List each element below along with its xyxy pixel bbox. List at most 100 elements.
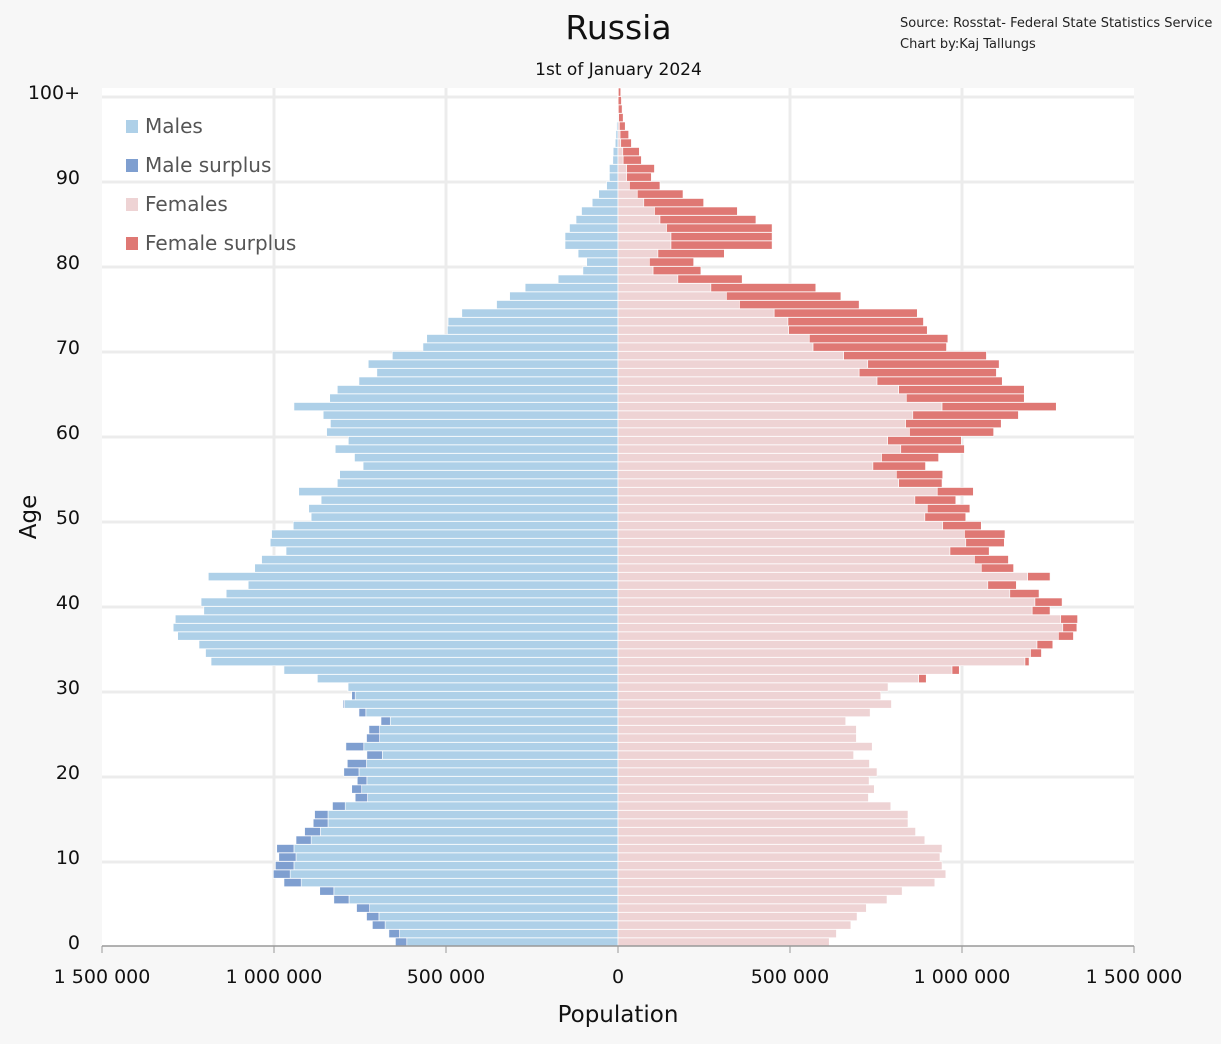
female-bar (617, 155, 624, 165)
male-bar (358, 376, 619, 386)
male-bar (198, 640, 619, 649)
male-bar (308, 504, 619, 513)
male-bar (524, 283, 619, 292)
female-bar (617, 181, 630, 190)
female-bar (617, 529, 965, 539)
female-bar (617, 342, 814, 352)
female-bar (617, 580, 989, 590)
female-bar (617, 750, 854, 760)
female-bar (617, 861, 943, 870)
male-surplus-bar (346, 759, 367, 768)
male-bar (336, 385, 619, 394)
male-surplus-bar (366, 912, 380, 921)
male-surplus-bar (395, 937, 408, 947)
male-bar (177, 631, 619, 641)
female-bar (617, 691, 882, 700)
male-bar (577, 249, 619, 258)
male-bar (363, 742, 619, 751)
legend-label: Males (145, 114, 203, 138)
male-bar (426, 334, 619, 343)
female-bar (617, 657, 1026, 666)
axes: 1 500 000 1 000 000 500 000 0 500 000 1 000 0… (28, 82, 1183, 988)
male-surplus-bar (368, 725, 380, 734)
male-surplus-bar (276, 844, 295, 853)
male-bar (174, 614, 619, 624)
legend-label: Male surplus (145, 153, 271, 177)
female-bar (617, 827, 916, 836)
female-surplus-bar (905, 419, 1002, 428)
female-bar (617, 223, 667, 233)
female-bar (617, 504, 928, 513)
female-bar (617, 716, 847, 726)
female-surplus-bar (926, 504, 971, 513)
male-bar (210, 657, 619, 666)
male-bar (293, 844, 619, 853)
female-bar (617, 538, 967, 547)
legend-swatch (126, 237, 138, 250)
female-surplus-bar (951, 665, 960, 675)
male-bar (203, 606, 619, 615)
chart-title: Russia (565, 8, 672, 47)
female-surplus-bar (636, 189, 684, 199)
male-bar (269, 538, 619, 547)
male-bar (606, 181, 619, 190)
female-bar (617, 674, 919, 683)
female-surplus-bar (649, 257, 694, 267)
male-bar (384, 920, 619, 930)
female-bar (617, 300, 740, 309)
female-bar (617, 835, 926, 845)
female-surplus-bar (629, 181, 661, 190)
male-bar (382, 750, 619, 760)
male-bar (609, 164, 619, 173)
bars (172, 87, 1078, 947)
x-tick-label: 1 000 000 (914, 966, 1011, 988)
female-surplus-bar (1027, 572, 1051, 581)
female-bar (617, 631, 1059, 641)
female-surplus-bar (898, 478, 943, 488)
female-bar (617, 895, 888, 904)
female-bar (617, 801, 892, 811)
female-surplus-bar (867, 359, 1000, 369)
male-bar (330, 419, 619, 428)
female-surplus-bar (912, 410, 1019, 420)
female-surplus-bar (618, 104, 623, 114)
male-surplus-bar (380, 716, 391, 726)
female-bar (617, 878, 936, 887)
male-bar (329, 393, 619, 403)
male-surplus-bar (319, 886, 335, 896)
female-bar (617, 614, 1062, 624)
female-bar (617, 742, 873, 751)
female-surplus-bar (872, 461, 926, 471)
female-bar (617, 393, 907, 403)
female-bar (617, 869, 947, 879)
female-surplus-bar (618, 87, 622, 97)
female-surplus-bar (949, 546, 990, 556)
female-bar (617, 419, 906, 428)
female-bar (617, 920, 852, 930)
female-bar (617, 130, 621, 139)
male-bar (333, 886, 619, 896)
male-bar (254, 563, 619, 573)
female-surplus-bar (965, 538, 1005, 547)
female-bar (617, 249, 659, 258)
male-bar (348, 436, 619, 445)
male-bar (564, 240, 619, 250)
female-bar (617, 351, 844, 360)
female-bar (617, 776, 870, 785)
y-tick-label: 80 (56, 252, 80, 274)
y-tick-label: 40 (56, 592, 80, 614)
male-bar (327, 810, 619, 819)
female-surplus-bar (1034, 597, 1063, 607)
female-bar (617, 444, 902, 454)
male-surplus-bar (366, 733, 380, 743)
male-bar (326, 427, 619, 437)
male-bar (614, 138, 619, 148)
female-surplus-bar (1036, 640, 1054, 649)
y-tick-label: 60 (56, 422, 80, 444)
male-surplus-bar (358, 708, 367, 717)
female-bar (617, 283, 712, 292)
female-bar (617, 461, 874, 471)
female-bar (617, 546, 951, 556)
female-bar (617, 308, 775, 318)
